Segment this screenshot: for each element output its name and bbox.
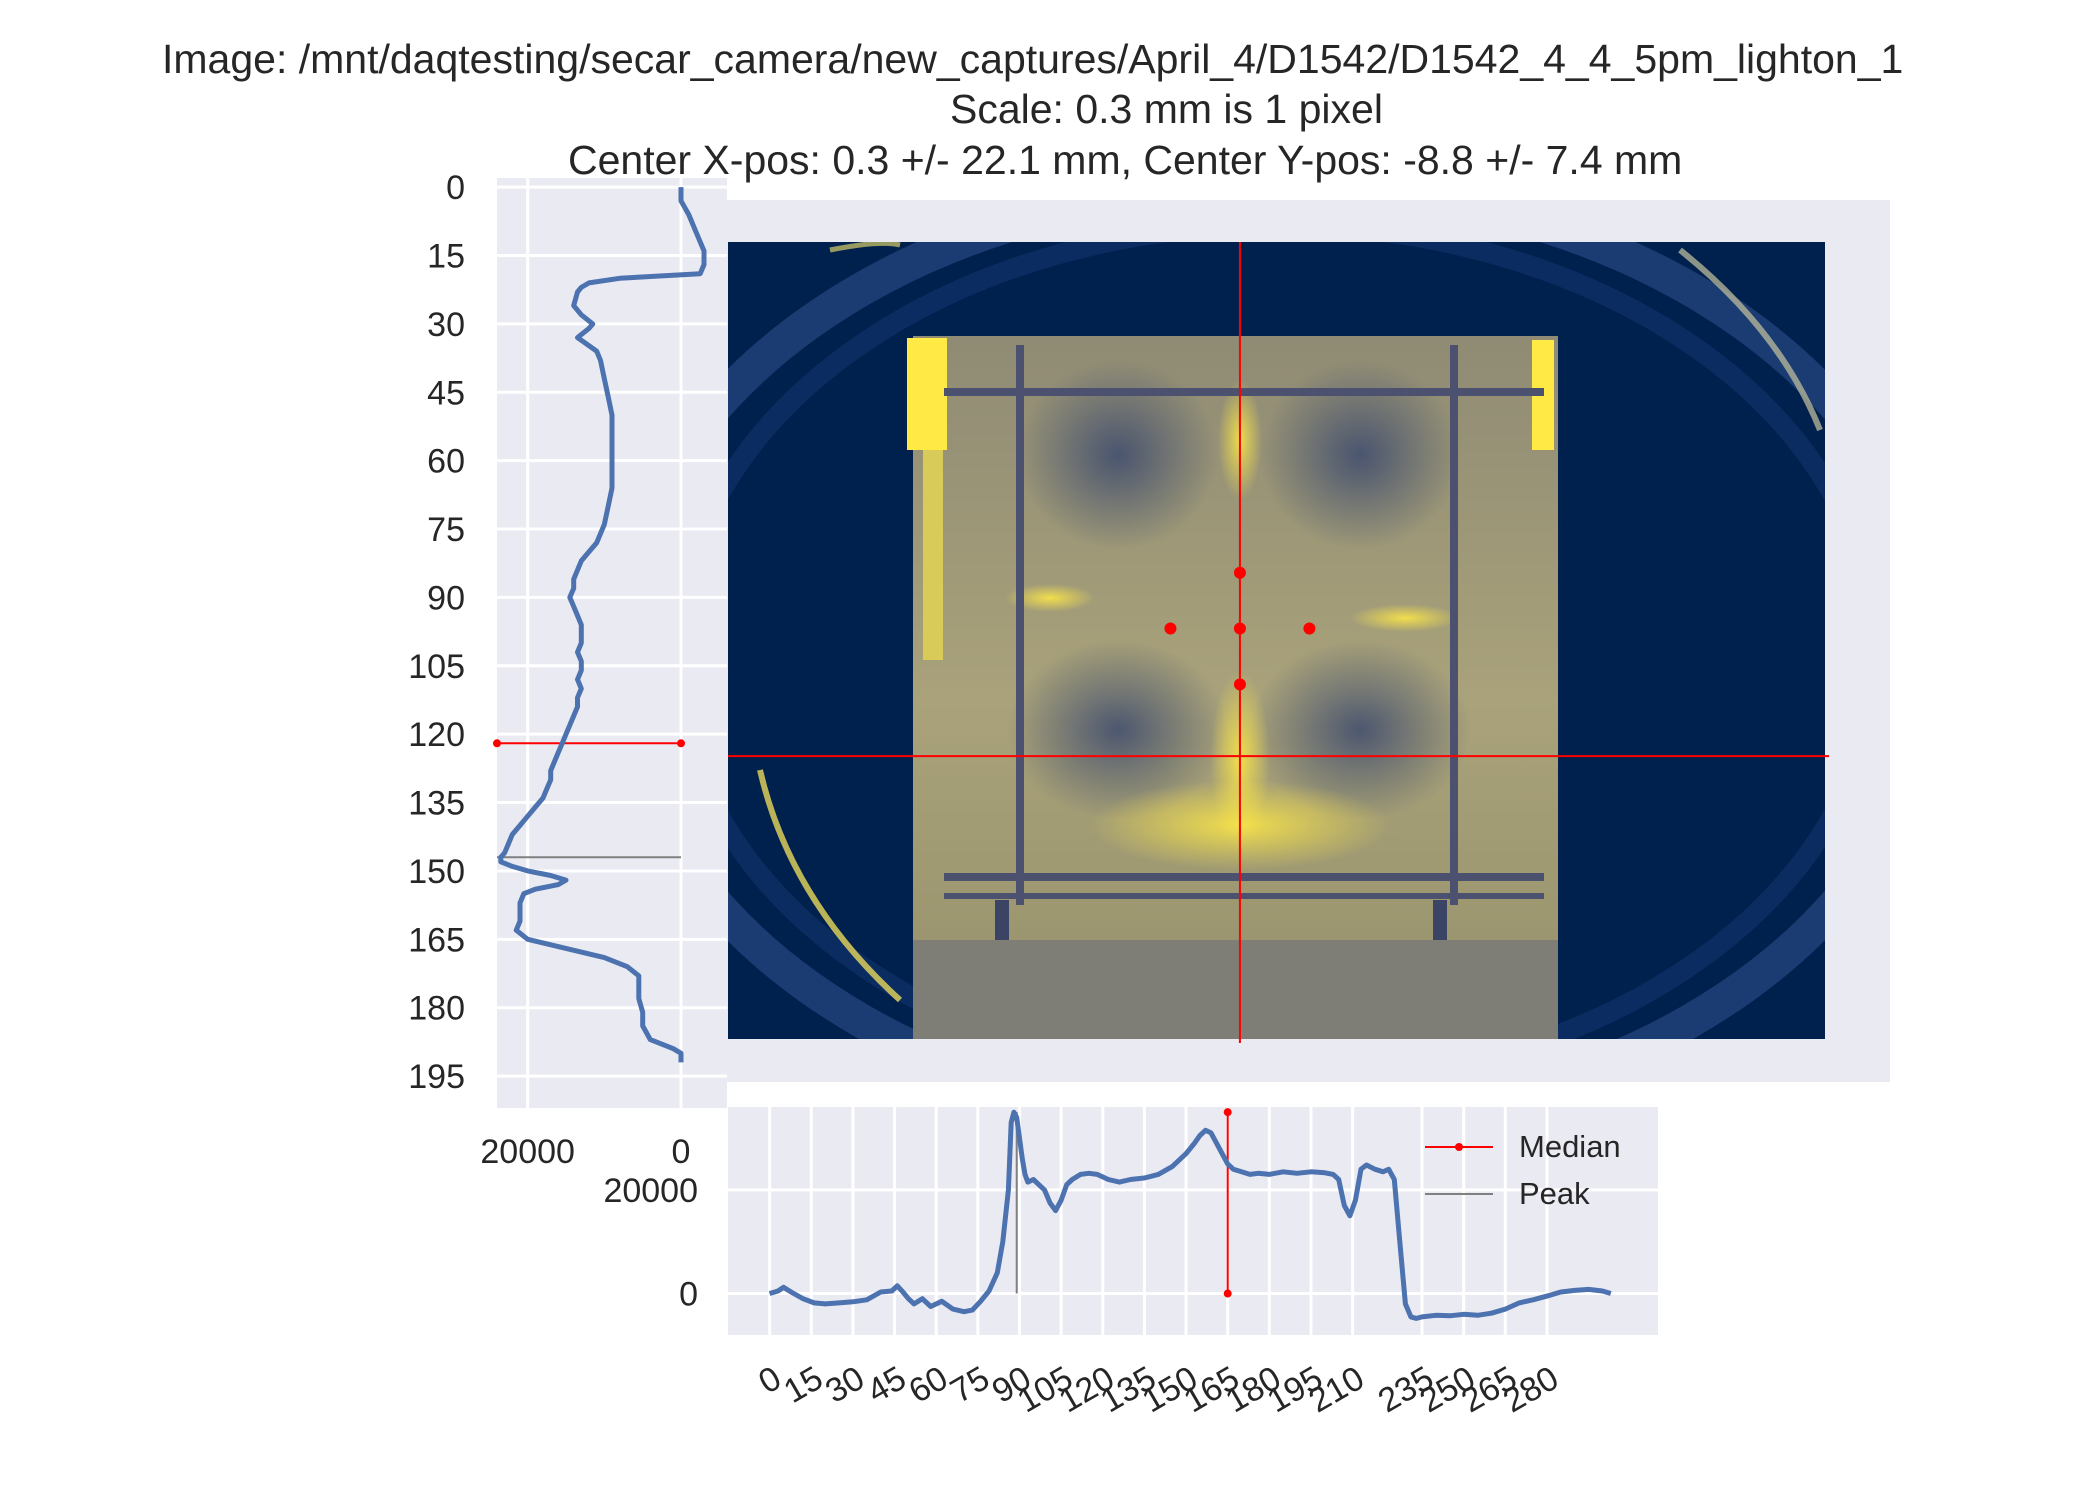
horizontal-profile-median-endpoint [1223,1108,1232,1117]
image-marker-0 [1233,566,1246,579]
legend-median-label: Median [1519,1129,1621,1164]
horizontal-profile-median-endpoint [1223,1289,1232,1298]
legend-peak-label: Peak [1519,1176,1590,1211]
vertical-profile-x-tick-label: 0 [672,1133,691,1171]
image-marker-2 [1233,622,1246,635]
vertical-profile-y-tick-label: 90 [427,579,465,617]
legend: Median Peak [1425,1129,1621,1211]
legend-median-marker [1455,1143,1463,1151]
horizontal-profile-x-tick-label: 45 [861,1359,913,1411]
vertical-profile-y-tick-label: 75 [427,511,465,549]
title-line-1: Image: /mnt/daqtesting/secar_camera/new_… [162,36,1904,82]
camera-image [728,242,1825,1039]
horizontal-profile-y-tick-label: 0 [679,1276,698,1314]
vertical-profile-median-endpoint [493,739,501,748]
image-marker-1 [1164,622,1177,635]
image-markers [1164,566,1316,691]
vertical-profile-y-tick-label: 180 [408,990,465,1028]
image-marker-4 [1233,678,1246,691]
horizontal-profile-x-tick-label: 30 [819,1359,871,1411]
horizontal-profile-x-tick-label: 75 [944,1359,996,1411]
vertical-profile-y-tick-label: 0 [446,169,465,207]
vertical-profile-median-endpoint [677,739,685,748]
vertical-profile-x-tick-label: 20000 [480,1133,575,1171]
vertical-profile-series-line [498,187,707,1063]
horizontal-profile-series-line [768,1109,1612,1321]
vertical-profile-tick-labels: 0 15 30 45 60 75 90 105 120 135 150 165 180 195 20000 0 [408,169,690,1171]
horizontal-profile-y-tick-label: 20000 [603,1172,698,1210]
vertical-profile-y-tick-label: 150 [408,853,465,891]
image-marker-3 [1303,622,1316,635]
horizontal-profile-x-tick-label: 15 [778,1359,830,1411]
vertical-profile-y-tick-label: 195 [408,1058,465,1096]
vertical-profile-y-tick-label: 60 [427,443,465,481]
vertical-profile-background [497,178,727,1108]
vertical-profile-y-tick-label: 165 [408,921,465,959]
vertical-profile-grid [497,178,727,1108]
horizontal-profile-x-tick-label: 60 [902,1359,954,1411]
vertical-profile-y-tick-label: 105 [408,648,465,686]
vertical-profile-y-tick-label: 45 [427,374,465,412]
title-line-3: Center X-pos: 0.3 +/- 22.1 mm, Center Y-… [568,137,1683,183]
vertical-profile-plot: 0 15 30 45 60 75 90 105 120 135 150 165 180 195 20000 0 [408,169,727,1171]
vertical-profile-y-tick-label: 15 [427,238,465,276]
figure-title: Image: /mnt/daqtesting/secar_camera/new_… [0,0,2100,190]
title-line-2: Scale: 0.3 mm is 1 pixel [950,86,1383,132]
vertical-profile-y-tick-label: 120 [408,716,465,754]
vertical-profile-y-tick-label: 30 [427,306,465,344]
vertical-profile-y-tick-label: 135 [408,785,465,823]
image-panel [690,200,1890,1082]
